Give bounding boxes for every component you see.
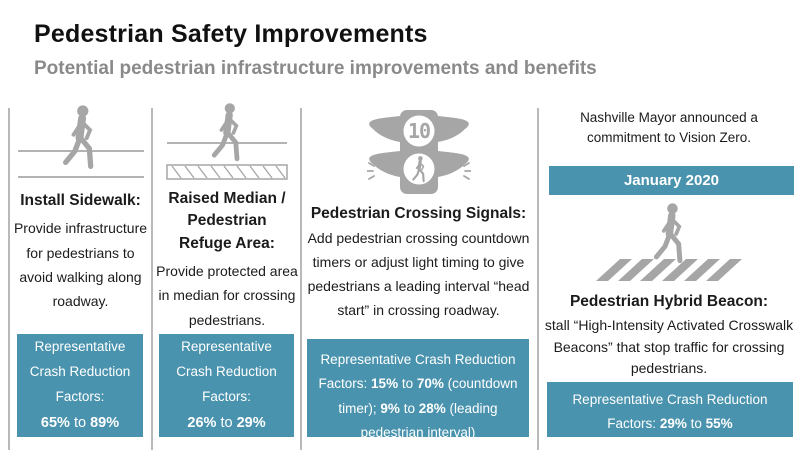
pedestrian-sidewalk-icon: [10, 103, 151, 183]
crash-reduction-box: Representative Crash Reduction Factors: …: [547, 382, 793, 437]
pedestrian-crosswalk-icon: [540, 203, 798, 285]
column-body: Provide infrastructure for pedestrians t…: [13, 220, 148, 309]
column-body: Provide protected area in median for cro…: [156, 263, 298, 328]
crash-label: Representative Crash Reduction Factors:: [176, 338, 277, 404]
column-install-sidewalk: Install Sidewalk: Provide infrastructure…: [10, 103, 151, 450]
date-banner: January 2020: [549, 165, 794, 195]
column-heading: Pedestrian Hybrid Beacon:: [569, 292, 769, 310]
column-crossing-signals: 10 Pedestrian Crossing Signals: Add pede…: [302, 103, 535, 450]
page-subtitle: Potential pedestrian infrastructure impr…: [34, 58, 597, 79]
pedestrian-median-icon: [154, 103, 300, 183]
signal-countdown-number: 10: [407, 119, 429, 143]
crash-range: 26% to 29%: [187, 414, 266, 431]
pedestrian-signal-icon: 10: [302, 109, 535, 195]
crash-range: 65% to 89%: [40, 414, 120, 431]
crash-reduction-box: Representative Crash Reduction Factors: …: [17, 334, 143, 437]
crash-label: Representative Crash Reduction Factors:: [29, 338, 131, 404]
column-hybrid-beacon: Nashville Mayor announced a commitment t…: [540, 103, 798, 450]
page-title: Pedestrian Safety Improvements: [34, 20, 428, 48]
column-body: Add pedestrian crossing countdown timers…: [307, 230, 530, 318]
column-heading: Raised Median / Pedestrian Refuge Area:: [168, 190, 286, 252]
column-divider: [151, 108, 153, 450]
column-divider: [300, 108, 302, 450]
column-divider: [537, 108, 539, 450]
column-heading: Pedestrian Crossing Signals:: [310, 205, 527, 222]
column-text: Pedestrian Crossing Signals: Add pedestr…: [302, 201, 535, 323]
column-divider: [8, 108, 10, 450]
column-body: stall “High-Intensity Activated Crosswal…: [544, 316, 794, 377]
crash-reduction-box: Representative Crash Reduction Factors: …: [159, 334, 294, 437]
column-heading: Install Sidewalk:: [20, 192, 141, 209]
crash-reduction-box: Representative Crash Reduction Factors: …: [307, 339, 529, 440]
column-raised-median: Raised Median / Pedestrian Refuge Area: …: [154, 103, 300, 450]
vision-zero-note: Nashville Mayor announced a commitment t…: [580, 110, 758, 146]
